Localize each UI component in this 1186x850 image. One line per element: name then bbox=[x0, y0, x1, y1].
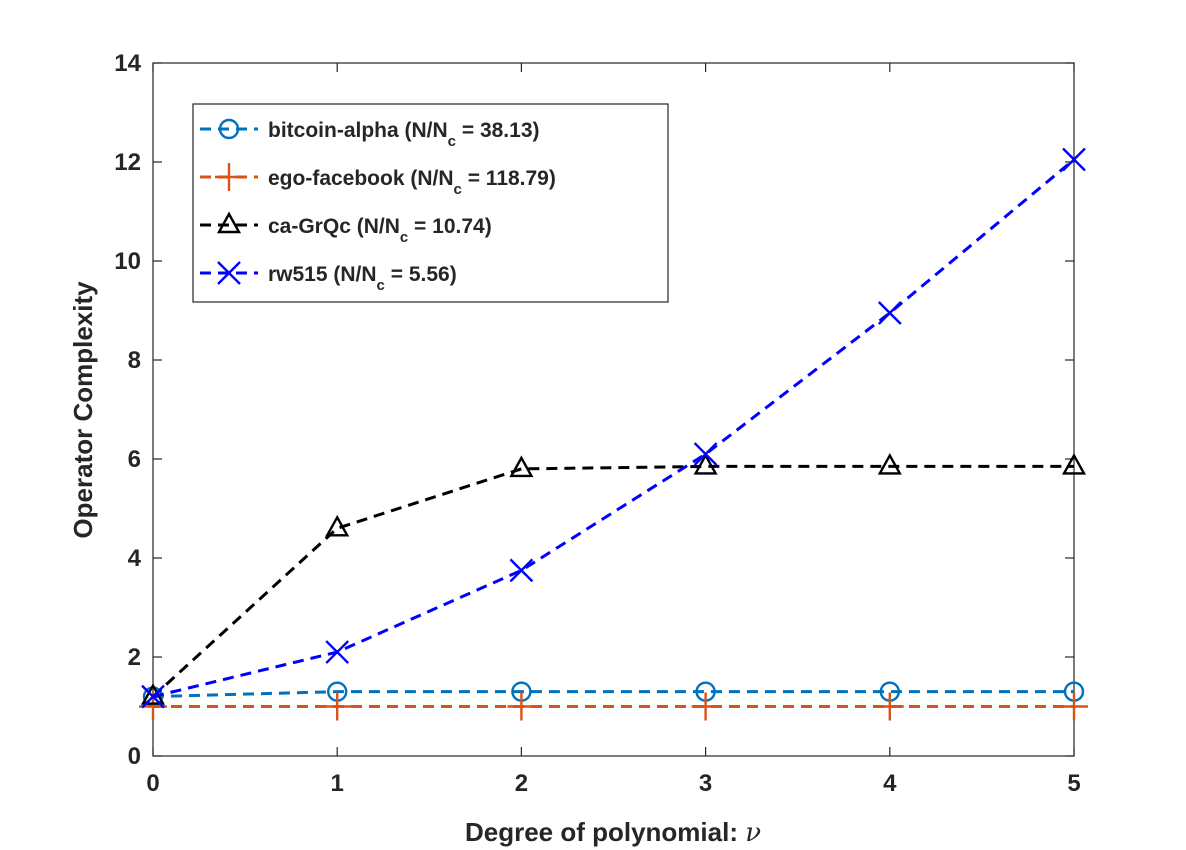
legend-label: rw515 (N/Nc = 5.56) bbox=[268, 263, 457, 294]
series-line-bitcoin-alpha bbox=[152, 690, 1074, 699]
series-rw515 bbox=[141, 147, 1086, 709]
data-point-ca-GrQc bbox=[325, 514, 350, 537]
x-tick-label: 5 bbox=[1067, 770, 1080, 797]
data-point-rw515 bbox=[141, 684, 165, 709]
legend-entry-ca-GrQc: ca-GrQc (N/Nc = 10.74) bbox=[200, 211, 492, 246]
x-axis-label: Degree of polynomial: ν bbox=[465, 817, 761, 848]
data-point-ca-GrQc bbox=[509, 455, 534, 478]
x-tick-label: 1 bbox=[331, 770, 344, 797]
legend-marker bbox=[218, 118, 240, 140]
data-point-rw515 bbox=[877, 301, 902, 325]
data-point-rw515 bbox=[509, 558, 534, 583]
data-point-ego-facebook bbox=[507, 692, 536, 721]
series-line-ca-GrQc bbox=[151, 464, 1074, 698]
y-tick-label: 6 bbox=[128, 446, 141, 473]
legend-entry-bitcoin-alpha: bitcoin-alpha (N/Nc = 38.13) bbox=[200, 118, 540, 150]
series-layer bbox=[139, 147, 1088, 721]
data-point-ego-facebook bbox=[875, 692, 904, 721]
y-tick-label: 8 bbox=[128, 347, 141, 374]
data-point-rw515 bbox=[1062, 147, 1086, 172]
data-point-ego-facebook bbox=[1060, 692, 1088, 721]
data-point-ca-GrQc bbox=[877, 452, 902, 475]
y-tick-label: 4 bbox=[128, 545, 142, 572]
legend-box bbox=[192, 103, 669, 303]
series-ego-facebook bbox=[139, 692, 1088, 721]
data-point-ego-facebook bbox=[323, 692, 352, 721]
legend-marker bbox=[215, 163, 243, 191]
data-point-ego-facebook bbox=[691, 692, 720, 721]
y-tick-label: 12 bbox=[114, 149, 141, 176]
y-axis-label: Operator Complexity bbox=[68, 281, 98, 539]
legend-marker bbox=[216, 211, 242, 234]
legend-label: bitcoin-alpha (N/Nc = 38.13) bbox=[268, 119, 540, 150]
x-tick-label: 0 bbox=[146, 770, 159, 797]
y-tick-label: 14 bbox=[114, 50, 141, 77]
y-tick-label: 2 bbox=[128, 644, 141, 671]
y-tick-label: 0 bbox=[128, 743, 141, 770]
legend-entries: bitcoin-alpha (N/Nc = 38.13) ego-facebook… bbox=[200, 118, 556, 294]
x-axis-symbol: ν bbox=[745, 818, 761, 848]
legend-entry-ego-facebook: ego-facebook (N/Nc = 118.79) bbox=[200, 163, 556, 198]
legend-label: ego-facebook (N/Nc = 118.79) bbox=[268, 167, 556, 198]
data-point-ca-GrQc bbox=[693, 452, 718, 475]
y-tick-label: 10 bbox=[114, 248, 141, 275]
data-point-rw515 bbox=[693, 442, 718, 466]
series-ca-GrQc bbox=[140, 452, 1087, 705]
data-point-rw515 bbox=[325, 640, 350, 664]
data-point-ca-GrQc bbox=[1061, 452, 1087, 475]
axis-ticks bbox=[152, 62, 1075, 757]
legend-marker bbox=[217, 261, 241, 285]
x-tick-label: 3 bbox=[699, 770, 712, 797]
legend-label: ca-GrQc (N/Nc = 10.74) bbox=[268, 215, 492, 246]
x-tick-label: 2 bbox=[515, 770, 528, 797]
x-tick-label: 4 bbox=[883, 770, 897, 797]
legend-entry-rw515: rw515 (N/Nc = 5.56) bbox=[200, 261, 457, 294]
legend: bitcoin-alpha (N/Nc = 38.13) ego-facebook… bbox=[192, 103, 669, 303]
